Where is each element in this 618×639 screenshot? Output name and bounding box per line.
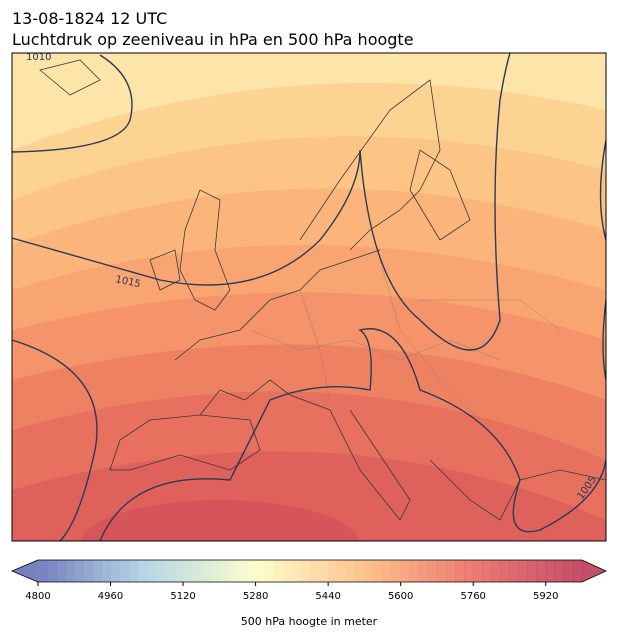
colorbar-segment <box>246 560 257 582</box>
colorbar-segment <box>164 560 175 582</box>
colorbar-segment <box>74 560 84 582</box>
colorbar-segment <box>201 560 211 582</box>
coastline <box>39 59 101 96</box>
colorbar-segment <box>219 560 229 582</box>
colorbar-segment <box>192 560 202 582</box>
colorbar-segment <box>436 560 447 582</box>
colorbar-segment <box>146 560 157 582</box>
colorbar-tick-label: 5280 <box>243 591 268 602</box>
map: 1010 1015 1005 <box>12 52 606 541</box>
colorbar-segment <box>391 560 402 582</box>
date-title: 13-08-1824 12 UTC <box>12 9 167 28</box>
subtitle: Luchtdruk op zeeniveau in hPa en 500 hPa… <box>12 30 414 49</box>
isobar <box>599 139 606 241</box>
isobar <box>12 54 133 153</box>
colorbar-segment <box>473 560 483 582</box>
colorbar-segment <box>418 560 429 582</box>
isobar-label: 1015 <box>114 274 141 290</box>
colorbar-segment <box>482 560 492 582</box>
colorbar-segment <box>137 560 148 582</box>
colorbar-tick-label: 5440 <box>315 591 340 602</box>
colorbar-segment <box>364 560 374 582</box>
colorbar-label: 500 hPa hoogte in meter <box>241 615 378 628</box>
colorbar-segment <box>346 560 356 582</box>
colorbar-segment <box>92 560 102 582</box>
coastline <box>179 189 231 311</box>
colorbar-segment <box>500 560 510 582</box>
colorbar-segment <box>155 560 166 582</box>
colorbar-segment <box>119 560 130 582</box>
colorbar-segment <box>255 560 266 582</box>
colorbar-tick-label: 5600 <box>388 591 413 602</box>
colorbar-segment <box>427 560 438 582</box>
isobar <box>99 328 606 541</box>
colorbar-segment <box>518 560 529 582</box>
colorbar-segment <box>536 560 547 582</box>
colorbar-segment <box>337 560 347 582</box>
colorbar-extend <box>582 560 606 582</box>
colorbar-segment <box>563 560 574 582</box>
colorbar-segment <box>509 560 520 582</box>
colorbar-segment <box>446 560 456 582</box>
border <box>249 259 561 421</box>
coastline <box>409 149 471 241</box>
colorbar-segment <box>56 560 66 582</box>
colorbar-segment <box>328 560 338 582</box>
colorbar-segment <box>273 560 284 582</box>
colorbar-segment <box>237 560 248 582</box>
colorbar-tick-label: 5120 <box>170 591 195 602</box>
colorbar-tick-label: 4800 <box>25 591 50 602</box>
isobar <box>12 53 511 351</box>
colorbar-segment <box>572 560 583 582</box>
coastline <box>109 414 261 471</box>
colorbar-segment <box>264 560 275 582</box>
colorbar-segment <box>65 560 75 582</box>
colorbar-segment <box>228 560 238 582</box>
colorbar-segment <box>464 560 474 582</box>
coastline <box>199 379 411 521</box>
colorbar-outline <box>10 559 607 583</box>
band <box>80 500 360 541</box>
colorbar-segment <box>382 560 393 582</box>
colorbar-segment <box>491 560 501 582</box>
colorbar-segment <box>409 560 420 582</box>
colorbar-segment <box>174 560 184 582</box>
isobar-label: 1010 <box>26 52 51 63</box>
colorbar-segment <box>183 560 193 582</box>
colorbar-segment <box>210 560 220 582</box>
colorbar-extend <box>12 560 38 582</box>
isobar <box>602 299 606 381</box>
colorbar-segment <box>101 560 112 582</box>
coastline <box>429 459 606 521</box>
colorbar-tick-label: 4960 <box>98 591 123 602</box>
map-frame <box>11 52 607 542</box>
colorbar-segment <box>319 560 329 582</box>
colorbar-segment <box>545 560 556 582</box>
colorbar-segment <box>291 560 302 582</box>
coastline <box>149 249 181 291</box>
colorbar-segment <box>310 560 320 582</box>
colorbar-segment <box>128 560 139 582</box>
isobar <box>12 339 98 541</box>
coastline <box>299 79 441 251</box>
colorbar-segment <box>527 560 538 582</box>
colorbar-segment <box>110 560 121 582</box>
colorbar-segment <box>282 560 293 582</box>
colorbar: 4800 4960 5120 5280 5440 5600 5760 5920 <box>10 559 607 602</box>
colorbar-segment <box>300 560 311 582</box>
coastline <box>174 249 381 361</box>
colorbar-segment <box>455 560 465 582</box>
colorbar-segment <box>400 560 411 582</box>
colorbar-tick-label: 5920 <box>533 591 558 602</box>
colorbar-segment <box>373 560 384 582</box>
colorbar-segment <box>38 560 48 582</box>
colorbar-tick-label: 5760 <box>460 591 485 602</box>
colorbar-segment <box>83 560 93 582</box>
colorbar-segment <box>47 560 57 582</box>
colorbar-segment <box>554 560 565 582</box>
colorbar-segment <box>355 560 365 582</box>
